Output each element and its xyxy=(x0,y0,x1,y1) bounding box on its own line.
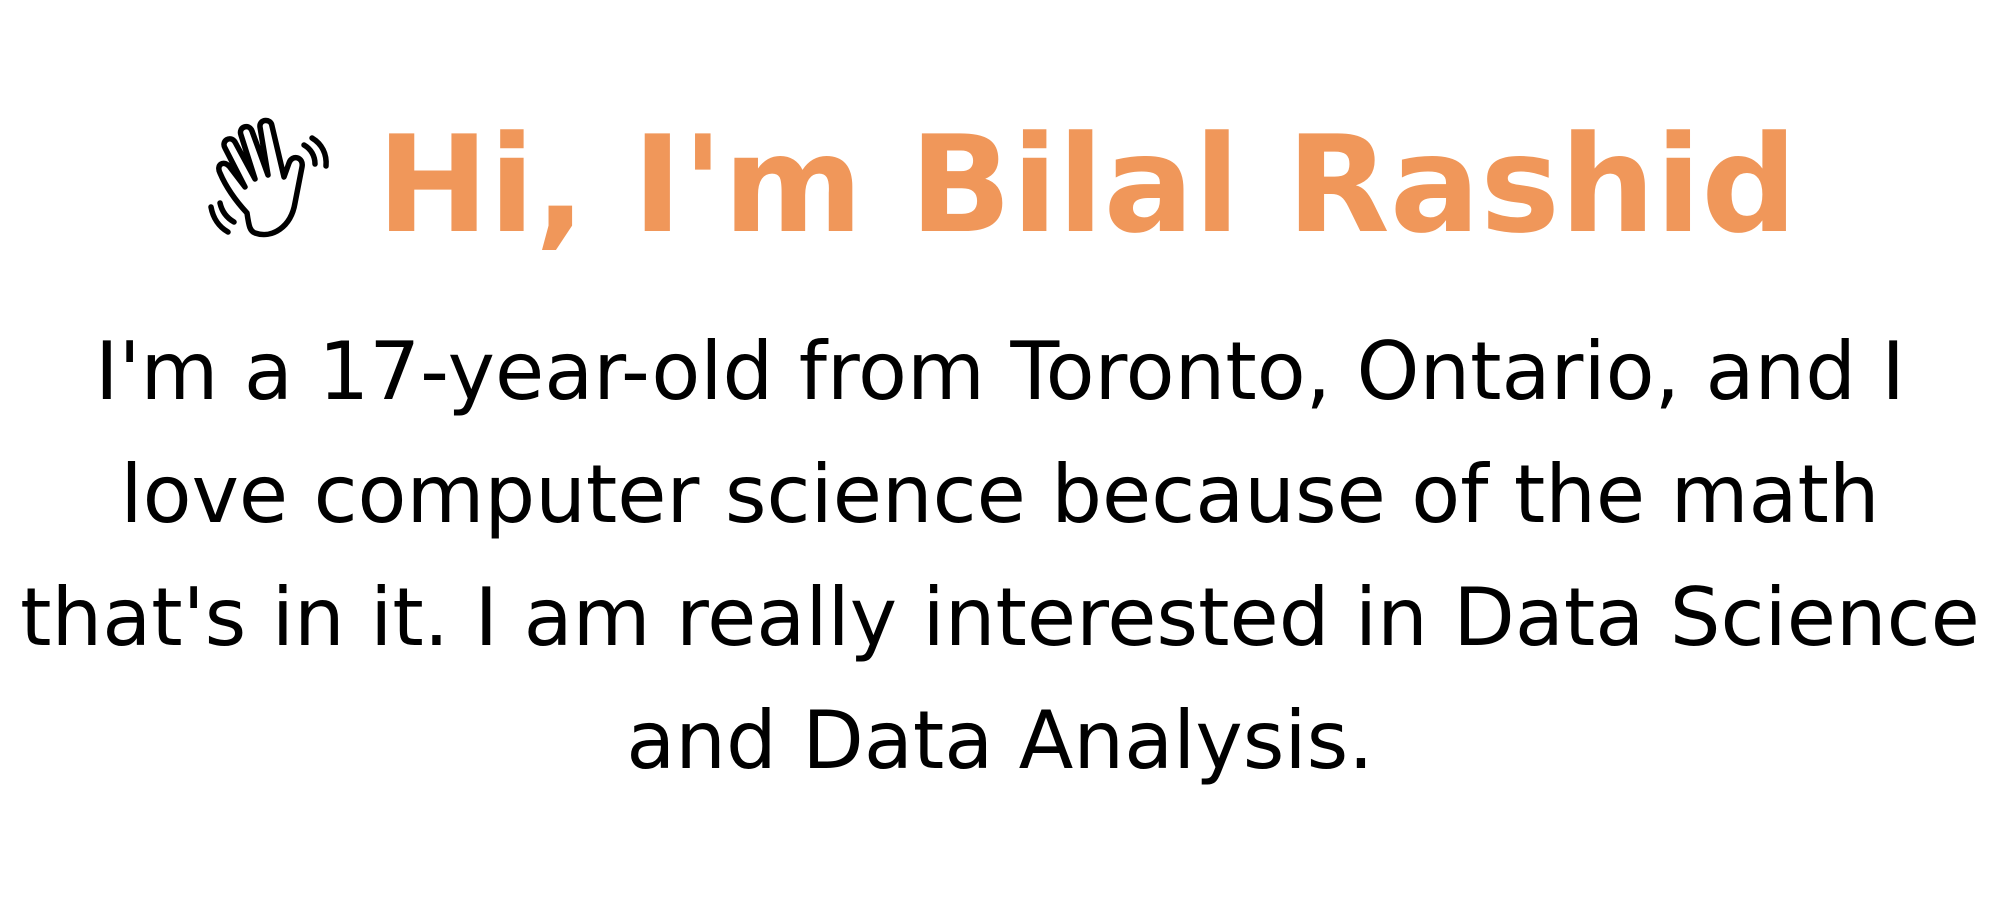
page-title: Hi, I'm Bilal Rashid xyxy=(376,107,1798,263)
heading-row: Hi, I'm Bilal Rashid xyxy=(0,105,2000,265)
intro-text: I'm a 17-year-old from Toronto, Ontario,… xyxy=(20,325,1980,787)
waving-hand-icon xyxy=(203,115,343,255)
